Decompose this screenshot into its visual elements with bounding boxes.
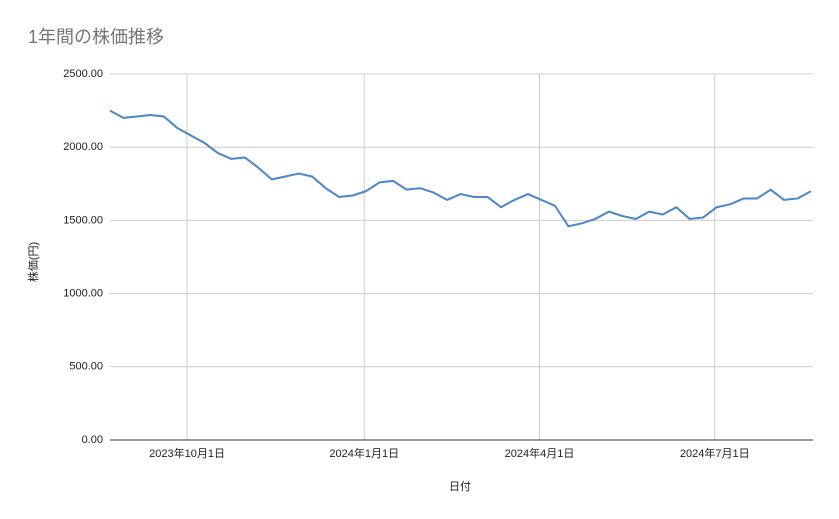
y-tick-label: 500.00 <box>69 361 103 373</box>
x-tick-label: 2024年4月1日 <box>505 446 575 460</box>
x-tick-label: 2024年7月1日 <box>680 446 750 460</box>
x-axis-title: 日付 <box>449 480 471 493</box>
y-tick-label: 2500.00 <box>63 68 103 80</box>
y-tick-label: 1500.00 <box>63 214 103 226</box>
y-tick-label: 2000.00 <box>63 141 103 153</box>
y-tick-label: 0.00 <box>82 434 103 446</box>
x-tick-label: 2024年1月1日 <box>329 446 399 460</box>
y-tick-label: 1000.00 <box>63 288 103 300</box>
y-axis-title: 株価(円) <box>26 242 40 282</box>
data-line <box>109 109 812 228</box>
x-tick-label: 2023年10月1日 <box>149 446 225 460</box>
chart-title: 1年間の株価推移 <box>28 27 164 47</box>
